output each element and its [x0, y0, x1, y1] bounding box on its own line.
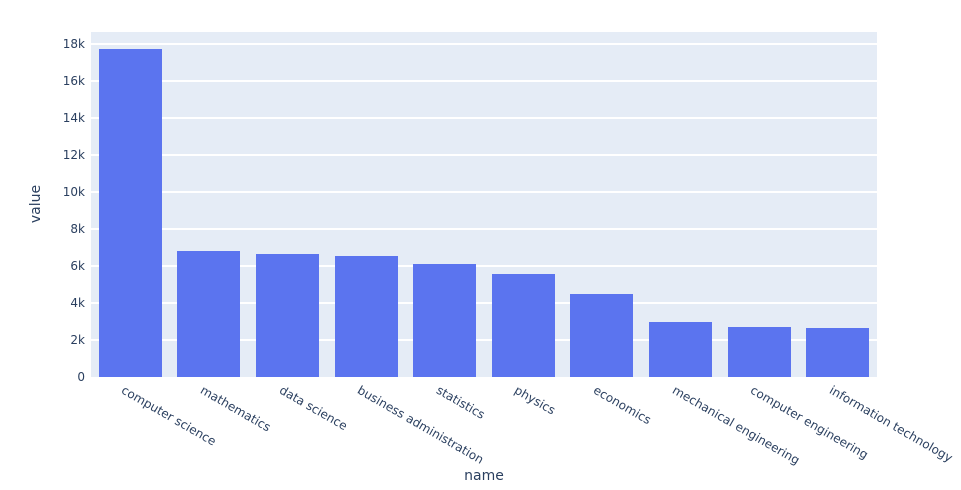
- bar-information-technology: [806, 327, 870, 377]
- y-gridline: [91, 339, 877, 341]
- x-tick-label: mechanical engineering: [669, 383, 802, 468]
- y-tick-label: 12k: [62, 148, 85, 163]
- y-tick-label: 8k: [70, 222, 85, 236]
- y-tick-label: 4k: [70, 296, 85, 310]
- bar-statistics: [413, 264, 477, 377]
- bar-computer-engineering: [727, 326, 791, 377]
- bar-computer-science: [98, 48, 162, 377]
- y-tick-label: 2k: [70, 333, 85, 347]
- x-axis-title: name: [464, 468, 504, 484]
- x-tick-label: statistics: [433, 383, 488, 422]
- x-tick-label: mathematics: [197, 383, 274, 435]
- x-tick-label: business administration: [355, 383, 487, 467]
- y-tick-label: 16k: [62, 74, 85, 89]
- y-tick-label: 14k: [62, 111, 85, 126]
- x-tick-label: data science: [276, 383, 350, 434]
- bar-business-administration: [334, 255, 398, 377]
- y-tick-label: 6k: [70, 259, 85, 273]
- y-gridline: [91, 43, 877, 46]
- x-tick-label: information technology: [826, 383, 955, 465]
- y-gridline: [91, 117, 877, 120]
- bar-physics: [491, 274, 555, 377]
- y-gridline: [91, 191, 877, 193]
- y-tick-label: 0: [77, 370, 85, 384]
- bar-mechanical-engineering: [649, 321, 712, 377]
- y-tick-label: 18k: [62, 37, 85, 52]
- bar-economics: [570, 294, 634, 377]
- y-gridline: [91, 302, 877, 304]
- y-tick-label: 10k: [62, 185, 85, 199]
- plot-area: [91, 32, 877, 377]
- bar-mathematics: [177, 251, 241, 377]
- x-tick-label: physics: [512, 383, 559, 418]
- y-gridline: [91, 154, 877, 157]
- x-tick-label: economics: [590, 383, 654, 428]
- bar-data-science: [256, 253, 319, 377]
- y-gridline: [91, 265, 877, 267]
- y-gridline: [91, 80, 877, 83]
- y-gridline: [91, 228, 877, 230]
